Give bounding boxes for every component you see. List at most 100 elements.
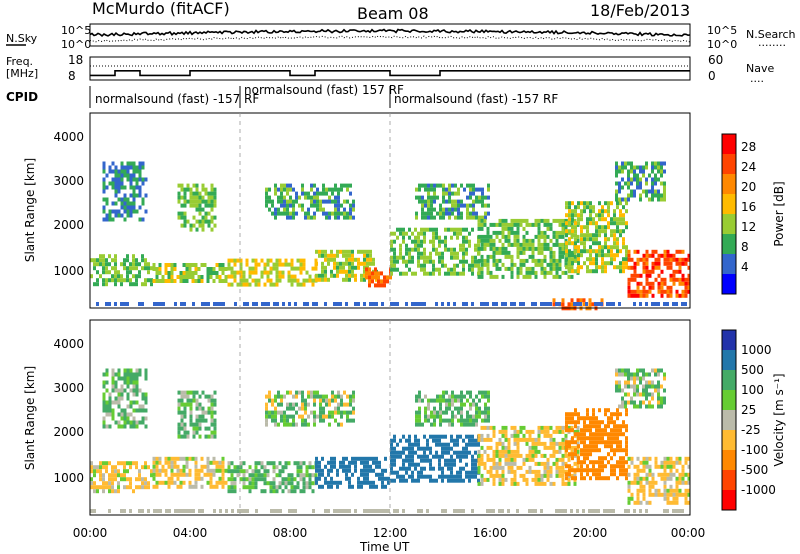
power-near-range-cell — [333, 302, 336, 306]
velocity-band-9-cell — [513, 441, 517, 446]
power-band-13-cell — [684, 277, 688, 282]
velocity-band-7-cell — [429, 446, 432, 451]
velocity-band-7-cell — [414, 462, 417, 467]
velocity-band-4-cell — [254, 473, 258, 478]
velocity-band-4-cell — [260, 461, 264, 466]
velocity-band-10-cell — [583, 444, 586, 449]
power-near-range-cell — [579, 302, 582, 306]
velocity-band-3-cell — [180, 410, 184, 415]
velocity-band-9-cell — [555, 441, 559, 446]
velocity-band-5-cell — [328, 422, 331, 427]
velocity-band-4-cell — [296, 461, 300, 466]
power-band-10-cell — [516, 246, 520, 251]
velocity-band-10-cell — [625, 444, 628, 449]
velocity-band-10-cell — [583, 456, 586, 461]
power-band-0-cell — [144, 258, 147, 263]
velocity-band-7-cell — [393, 434, 396, 439]
velocity-band-7-cell — [456, 474, 459, 479]
power-band-5-cell — [325, 187, 328, 192]
power-band-2-cell — [164, 279, 168, 283]
velocity-band-9-cell — [576, 453, 580, 458]
power-band-3-cell — [192, 203, 196, 208]
power-band-12-cell — [607, 201, 610, 206]
velocity-band-10-cell — [586, 436, 589, 441]
velocity-band-7-cell — [444, 474, 447, 479]
velocity-band-9-cell — [540, 477, 544, 482]
power-band-10-cell — [555, 266, 559, 271]
power-band-14-cell — [642, 173, 645, 178]
power-band-9-cell — [424, 215, 427, 220]
power-band-13-cell — [657, 273, 661, 278]
velocity-band-12-cell — [648, 400, 651, 405]
velocity-band-4-cell — [266, 481, 270, 486]
velocity-band-0-cell — [90, 485, 93, 490]
power-band-13-cell — [633, 293, 637, 298]
power-band-7-cell — [386, 279, 389, 284]
velocity-band-9-cell — [510, 433, 514, 438]
power-band-6-cell — [333, 273, 336, 278]
power-band-1-cell — [126, 169, 130, 174]
power-band-0-cell — [126, 278, 129, 283]
power-band-10-cell — [477, 234, 481, 239]
velocity-band-12-cell — [645, 404, 648, 409]
power-band-7-cell — [374, 271, 377, 276]
velocity-band-9-cell — [543, 473, 547, 478]
velocity-band-7-cell — [462, 438, 465, 443]
velocity-band-6-cell — [318, 484, 321, 489]
velocity-band-9-cell — [501, 433, 505, 438]
power-band-12-cell — [583, 233, 586, 238]
velocity-band-3-cell — [189, 390, 193, 395]
velocity-band-8-cell — [418, 418, 421, 423]
power-band-1-cell — [114, 181, 118, 186]
velocity-colorbar — [722, 330, 736, 511]
velocity-band-11-cell — [678, 480, 682, 485]
power-band-10-cell — [537, 250, 541, 255]
velocity-band-1-cell — [111, 380, 115, 385]
power-band-6-cell — [336, 253, 339, 258]
velocity-band-5-cell — [319, 406, 322, 411]
velocity-band-11-cell — [642, 488, 646, 493]
velocity-band-9-cell — [498, 461, 502, 466]
power-band-12-cell — [622, 213, 625, 218]
power-band-13-cell — [633, 261, 637, 266]
velocity-band-9-cell — [546, 465, 550, 470]
power-band-10-cell — [519, 222, 523, 227]
power-band-3-cell — [210, 203, 214, 208]
power-band-1-cell — [123, 205, 127, 210]
velocity-band-1-cell — [114, 400, 118, 405]
velocity-band-3-cell — [177, 422, 181, 427]
power-band-0-cell — [108, 262, 111, 267]
velocity-band-7-cell — [474, 466, 477, 471]
power-band-5-cell — [346, 187, 349, 192]
power-band-13-cell — [660, 285, 664, 290]
velocity-band-4-cell — [296, 465, 300, 470]
velocity-band-12-cell — [633, 380, 636, 385]
velocity-band-9-cell — [492, 449, 496, 454]
power-band-12-cell — [613, 253, 616, 258]
velocity-band-11-cell — [669, 484, 673, 489]
velocity-band-10-cell — [589, 460, 592, 465]
power-near-range-cell — [672, 302, 675, 306]
power-band-3-cell — [201, 207, 205, 212]
power-band-6-cell — [342, 261, 345, 266]
power-band-6-cell — [324, 257, 327, 262]
power-band-10-cell — [576, 238, 580, 243]
velocity-near-range-cell — [90, 509, 93, 513]
velocity-band-12-cell — [651, 392, 654, 397]
velocity-band-12-cell — [657, 384, 660, 389]
velocity-band-0-cell — [90, 477, 93, 482]
power-band-10-cell — [480, 254, 484, 259]
power-band-8-cell — [423, 239, 426, 244]
velocity-band-7-cell — [450, 434, 453, 439]
power-band-9-cell — [451, 203, 454, 208]
velocity-band-11-cell — [639, 480, 643, 485]
velocity-band-11-cell — [669, 476, 673, 481]
power-band-5-cell — [304, 215, 307, 220]
power-band-8-cell — [423, 255, 426, 260]
velocity-band-12-cell — [648, 372, 651, 377]
power-band-4-cell — [281, 274, 285, 279]
velocity-band-6-cell — [348, 476, 351, 481]
velocity-band-7-cell — [429, 458, 432, 463]
power-band-0-cell — [120, 278, 123, 283]
velocity-band-0-cell — [90, 469, 93, 474]
